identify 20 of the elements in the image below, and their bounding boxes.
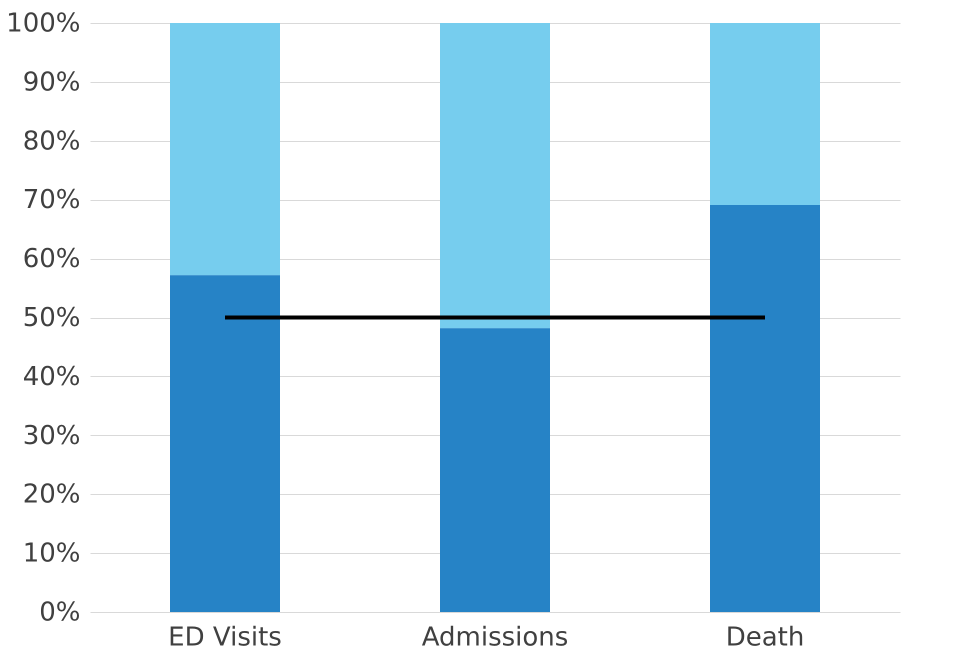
- bar: [170, 275, 280, 612]
- x-tick-label: Death: [726, 622, 804, 652]
- y-tick-label: 30%: [22, 420, 80, 451]
- y-tick-label: 10%: [22, 538, 80, 569]
- bar: [440, 328, 550, 612]
- y-tick-label: 50%: [22, 303, 80, 333]
- x-tick-label: ED Visits: [168, 622, 282, 652]
- y-tick-label: 60%: [22, 244, 80, 274]
- y-tick-label: 0%: [39, 598, 80, 628]
- y-tick-label: 90%: [22, 67, 80, 98]
- bar: [440, 23, 550, 328]
- y-tick-label: 100%: [6, 8, 80, 38]
- y-tick-label: 40%: [22, 362, 80, 392]
- y-tick-label: 80%: [22, 126, 80, 156]
- bar: [710, 205, 820, 612]
- bar: [170, 23, 280, 276]
- y-tick-label: 70%: [22, 185, 80, 216]
- y-tick-label: 20%: [22, 480, 80, 510]
- bar: [710, 23, 820, 205]
- x-tick-label: Admissions: [422, 622, 568, 652]
